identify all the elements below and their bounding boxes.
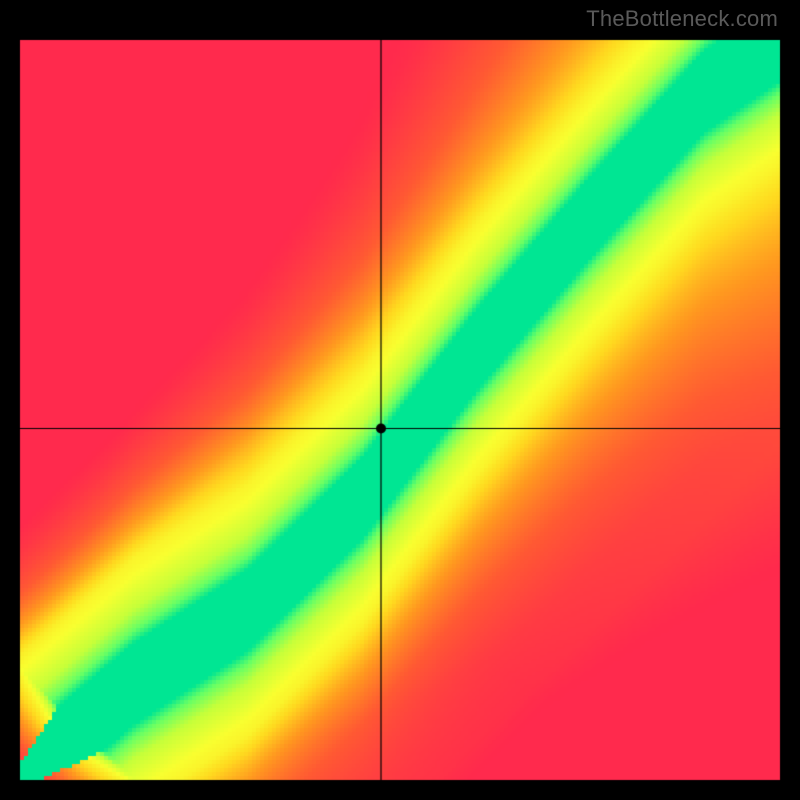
chart-wrapper: TheBottleneck.com: [0, 0, 800, 800]
watermark-text: TheBottleneck.com: [586, 6, 778, 32]
bottleneck-heatmap-canvas: [0, 0, 800, 800]
